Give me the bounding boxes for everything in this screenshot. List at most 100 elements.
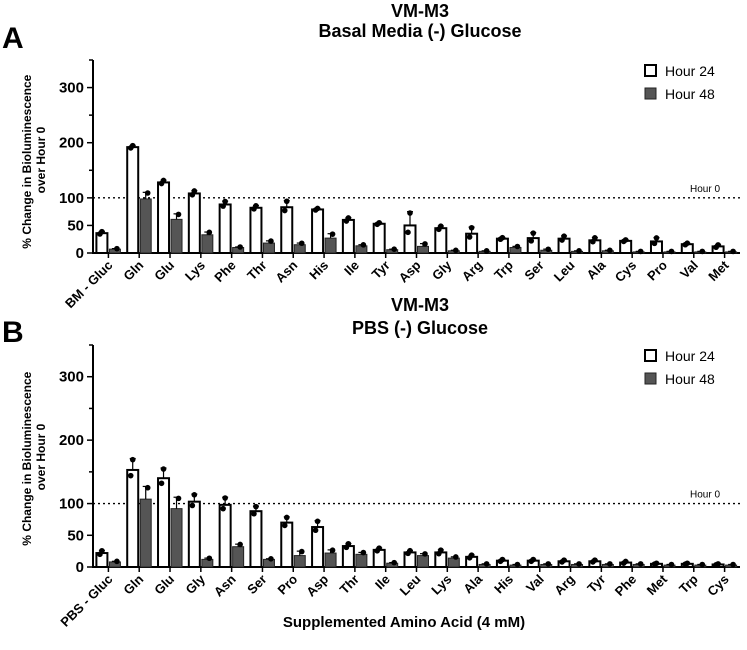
bar-hour48-Leu [417, 555, 429, 568]
panel-a-x-tick-label: Asp [396, 257, 424, 285]
point-hour24-Lys [189, 192, 196, 198]
point-hour24-Arg [559, 559, 565, 565]
panel-a-y-tick-label: 300 [59, 80, 84, 97]
legend-label-hour48: Hour 48 [665, 371, 715, 387]
panel-a-x-tick-label: Leu [551, 257, 578, 284]
point-hour48-Arg [483, 248, 490, 254]
point-hour24-Ala [590, 238, 596, 245]
bar-hour48-Asn [232, 546, 245, 568]
point-hour24-Asn [222, 495, 228, 501]
point-hour24-Pro [651, 240, 658, 247]
point-hour48-His [329, 231, 336, 237]
point-hour48-His [514, 561, 521, 568]
panel-b-x-tick-label: Lys [428, 572, 454, 598]
legend-label-hour24: Hour 24 [665, 63, 715, 79]
legend-swatch-hour24 [644, 64, 657, 77]
point-hour24-Pro [283, 514, 290, 521]
point-hour24-Gln [127, 145, 134, 151]
point-hour48-Leu [422, 551, 428, 557]
panel-a-x-tick-label: Thr [244, 258, 269, 283]
legend-label-hour24: Hour 24 [665, 348, 715, 364]
bar-hour24-Glu [157, 477, 171, 569]
point-hour24-Ser [530, 230, 537, 236]
bar-hour24-Gly [434, 227, 448, 254]
bar-hour48-Pro [293, 555, 306, 568]
panel-a-x-tick-label: Glu [151, 257, 177, 283]
panel-a-ylabel-line2: over Hour 0 [34, 126, 48, 193]
panel-a-x-tick-label: BM - Gluc [62, 258, 116, 312]
point-hour24-Lys [436, 550, 442, 557]
point-hour48-Asn [237, 541, 243, 548]
panel-b: B VM-M3 PBS (-) Glucose % Change in Biol… [2, 295, 740, 631]
panel-b-subtitle: PBS (-) Glucose [352, 318, 488, 338]
panel-b-ylabel-line1: % Change in Bioluminescence [20, 371, 34, 545]
bar-hour24-Ser [249, 510, 263, 569]
point-hour24-Ile [343, 218, 350, 224]
bar-hour48-Asn [293, 244, 306, 254]
point-hour24-Ser [251, 510, 257, 517]
bar-hour48-Gly [201, 558, 214, 568]
point-hour24-Val [528, 558, 535, 565]
panel-a-y-axis-label: % Change in Bioluminescence over Hour 0 [20, 71, 48, 248]
panel-a-reference-label: Hour 0 [690, 184, 720, 195]
panel-b-reference-label: Hour 0 [690, 490, 720, 501]
point-hour24-Val [682, 241, 689, 248]
bar-hour24-Asp [403, 224, 417, 255]
panel-a-x-tick-label: His [306, 258, 331, 283]
panel-a-title: VM-M3 [391, 1, 449, 21]
point-hour24-Asp [407, 210, 413, 216]
legend-swatch-hour24 [644, 349, 657, 362]
panel-b-x-tick-label: Arg [551, 571, 577, 597]
panel-a-x-tick-label: Gln [120, 257, 146, 283]
point-hour24-Asp [405, 229, 411, 236]
point-hour24-Arg [466, 234, 473, 240]
panel-a-y-tick-label: 0 [76, 245, 84, 262]
point-hour48-Gly [453, 247, 459, 254]
panel-b-x-tick-label: Asn [211, 571, 239, 599]
panel-b-x-axis-label: Supplemented Amino Acid (4 mM) [283, 614, 525, 631]
point-hour24-Asp [314, 518, 321, 525]
point-hour24-Gly [191, 492, 198, 498]
point-hour24-Leu [559, 237, 565, 243]
point-hour24-Phe [222, 198, 228, 205]
panel-a-x-tick-label: Met [705, 257, 732, 284]
point-hour24-Gly [189, 502, 196, 509]
bar-hour24-Gly [187, 500, 201, 569]
panel-b-x-tick-label: Pro [274, 571, 300, 597]
legend-swatch-hour48 [644, 87, 657, 100]
bar-hour24-His [311, 208, 325, 255]
panel-a-x-tick-label: Asn [272, 257, 300, 285]
point-hour48-Lys [453, 554, 459, 560]
point-hour48-Ile [360, 242, 367, 248]
panel-b-plot: 0 50 100 200 300 Hour 0 PBS - Gluc Gln Glu Gly Asn… [57, 344, 740, 630]
panel-letter-a: A [2, 22, 24, 55]
panel-a-y-tick-label: 100 [59, 190, 84, 207]
point-hour48-Gly [206, 555, 213, 562]
point-hour48-Cys [637, 248, 644, 255]
panel-b-x-tick-label: Ser [244, 572, 269, 597]
point-hour48-Leu [576, 248, 582, 254]
panel-a-x-tick-label: Trp [491, 257, 516, 282]
point-hour24-Asp [312, 527, 319, 534]
point-hour48-Thr [360, 549, 367, 556]
point-hour24-Trp [497, 236, 504, 243]
panel-a-x-tick-label: Ile [341, 258, 362, 279]
panel-b-x-tick-label: Met [644, 571, 671, 598]
point-hour24-Phe [220, 203, 226, 209]
point-hour48-Asp [329, 547, 336, 553]
point-hour48-Ser [545, 246, 552, 253]
point-hour48-Asn [298, 240, 305, 247]
panel-b-x-tick-label: Tyr [584, 572, 608, 596]
point-hour24-Ala [466, 555, 473, 561]
panel-b-x-tick-label: Leu [397, 571, 424, 598]
point-hour24-BM - Gluc [97, 231, 103, 237]
panel-a-ylabel-line1: % Change in Bioluminescence [20, 74, 34, 248]
panel-b-x-tick-label: Cys [704, 572, 731, 599]
bar-hour24-Gln [126, 146, 140, 254]
panel-b-x-tick-label: Glu [151, 571, 177, 597]
panel-b-y-tick-label: 200 [59, 432, 84, 449]
bar-hour24-Lys [187, 192, 201, 254]
panel-a-x-tick-label: Gly [429, 257, 455, 283]
